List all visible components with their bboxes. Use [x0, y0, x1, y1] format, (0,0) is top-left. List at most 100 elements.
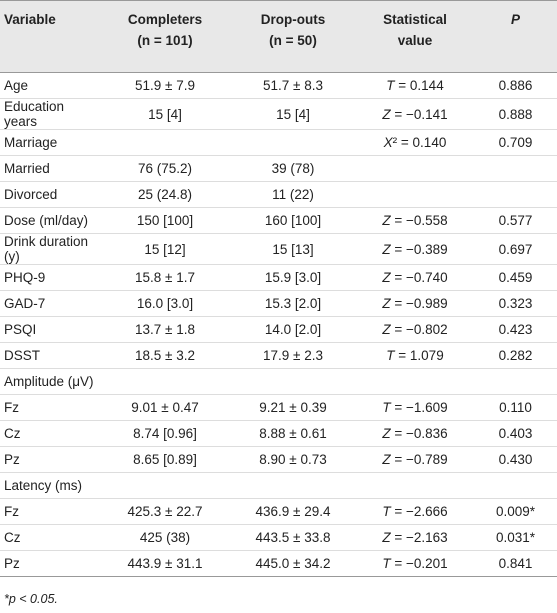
- table-cell: Education years: [0, 98, 100, 130]
- table-cell: 9.01 ± 0.47: [100, 394, 230, 421]
- table-row: Drink duration (y) 15 [12] 15 [13] Z = −0.3…: [0, 233, 557, 265]
- empty-cell: [230, 368, 356, 395]
- table-cell: Z = −0.789: [356, 446, 474, 473]
- table-row: Education years 15 [4] 15 [4] Z = −0.141 0.8…: [0, 98, 557, 130]
- table-cell: 160 [100]: [230, 207, 356, 234]
- table-cell: T = 0.144: [356, 72, 474, 99]
- table-cell: 425.3 ± 22.7: [100, 498, 230, 525]
- table-cell: Pz: [0, 446, 100, 473]
- header-cell: Completers (n = 101): [100, 0, 230, 73]
- table-cell: 445.0 ± 34.2: [230, 550, 356, 577]
- table-cell: 0.423: [474, 316, 557, 343]
- table-cell: X² = 0.140: [356, 129, 474, 156]
- table-cell: 9.21 ± 0.39: [230, 394, 356, 421]
- table-cell: Age: [0, 72, 100, 99]
- empty-cell: [100, 368, 230, 395]
- empty-cell: [356, 155, 474, 182]
- table-row: Divorced 25 (24.8) 11 (22): [0, 181, 557, 208]
- table-row: Fz 425.3 ± 22.7 436.9 ± 29.4 T = −2.666 0.00…: [0, 498, 557, 525]
- table-cell: Z = −0.389: [356, 233, 474, 265]
- table-cell: Married: [0, 155, 100, 182]
- table-cell: PHQ-9: [0, 264, 100, 291]
- table-row: PSQI 13.7 ± 1.8 14.0 [2.0] Z = −0.802 0.423: [0, 316, 557, 343]
- table-cell: Amplitude (μV): [0, 368, 100, 395]
- table-cell: 15 [4]: [230, 98, 356, 130]
- table-cell: 14.0 [2.0]: [230, 316, 356, 343]
- table-cell: T = −2.666: [356, 498, 474, 525]
- header-line: Completers: [127, 12, 203, 27]
- table-row: Pz 443.9 ± 31.1 445.0 ± 34.2 T = −0.201 0.84…: [0, 550, 557, 577]
- table-cell: Drink duration (y): [0, 233, 100, 265]
- table-cell: 16.0 [3.0]: [100, 290, 230, 317]
- table-row: PHQ-9 15.8 ± 1.7 15.9 [3.0] Z = −0.740 0.459: [0, 264, 557, 291]
- table-cell: T = 1.079: [356, 342, 474, 369]
- table-cell: Fz: [0, 498, 100, 525]
- table-cell: 8.65 [0.89]: [100, 446, 230, 473]
- table-cell: 13.7 ± 1.8: [100, 316, 230, 343]
- table-cell: T = −0.201: [356, 550, 474, 577]
- table-cell: 17.9 ± 2.3: [230, 342, 356, 369]
- table-cell: 443.5 ± 33.8: [230, 524, 356, 551]
- table-cell: 11 (22): [230, 181, 356, 208]
- table-cell: Cz: [0, 420, 100, 447]
- table-cell: 0.888: [474, 98, 557, 130]
- table-cell: T = −1.609: [356, 394, 474, 421]
- table-cell: PSQI: [0, 316, 100, 343]
- table-cell: 8.90 ± 0.73: [230, 446, 356, 473]
- table-cell: 0.430: [474, 446, 557, 473]
- header-cell: Statistical value: [356, 0, 474, 73]
- table-cell: Cz: [0, 524, 100, 551]
- table-row: Married 76 (75.2) 39 (78): [0, 155, 557, 182]
- header-line: (n = 50): [269, 33, 317, 48]
- table-cell: Z = −0.836: [356, 420, 474, 447]
- empty-cell: [474, 368, 557, 395]
- table-cell: 0.282: [474, 342, 557, 369]
- table-row: Fz 9.01 ± 0.47 9.21 ± 0.39 T = −1.609 0.110: [0, 394, 557, 421]
- table-cell: 425 (38): [100, 524, 230, 551]
- table-cell: 0.577: [474, 207, 557, 234]
- table-cell: 0.323: [474, 290, 557, 317]
- header-cell: Drop-outs (n = 50): [230, 0, 356, 73]
- empty-cell: [356, 472, 474, 499]
- table-cell: 51.7 ± 8.3: [230, 72, 356, 99]
- empty-cell: [100, 129, 230, 156]
- empty-cell: [356, 368, 474, 395]
- table-cell: 0.697: [474, 233, 557, 265]
- empty-cell: [356, 181, 474, 208]
- table-row: Marriage X² = 0.140 0.709: [0, 129, 557, 156]
- table-cell: 0.841: [474, 550, 557, 577]
- empty-cell: [100, 472, 230, 499]
- table-cell: 443.9 ± 31.1: [100, 550, 230, 577]
- table-row: Cz 425 (38) 443.5 ± 33.8 Z = −2.163 0.031*: [0, 524, 557, 551]
- table-cell: 76 (75.2): [100, 155, 230, 182]
- table-cell: Fz: [0, 394, 100, 421]
- table-cell: Z = −0.740: [356, 264, 474, 291]
- empty-cell: [474, 155, 557, 182]
- data-table: Variable Completers (n = 101) Drop-outs (n =…: [0, 0, 557, 577]
- table-cell: 8.74 [0.96]: [100, 420, 230, 447]
- table-cell: Dose (ml/day): [0, 207, 100, 234]
- table-cell: 0.110: [474, 394, 557, 421]
- table-cell: 150 [100]: [100, 207, 230, 234]
- table-cell: 39 (78): [230, 155, 356, 182]
- table-row: Latency (ms): [0, 472, 557, 499]
- table-cell: 15.3 [2.0]: [230, 290, 356, 317]
- table-row: Dose (ml/day) 150 [100] 160 [100] Z = −0.55…: [0, 207, 557, 234]
- table-row: Cz 8.74 [0.96] 8.88 ± 0.61 Z = −0.836 0.403: [0, 420, 557, 447]
- table-cell: 0.403: [474, 420, 557, 447]
- table-cell: Z = −2.163: [356, 524, 474, 551]
- table-cell: 18.5 ± 3.2: [100, 342, 230, 369]
- table-cell: 25 (24.8): [100, 181, 230, 208]
- table-cell: 0.886: [474, 72, 557, 99]
- table-cell: Z = −0.989: [356, 290, 474, 317]
- table-cell: 0.009*: [474, 498, 557, 525]
- table-row: Age 51.9 ± 7.9 51.7 ± 8.3 T = 0.144 0.886: [0, 72, 557, 99]
- table-cell: GAD-7: [0, 290, 100, 317]
- table-row: Pz 8.65 [0.89] 8.90 ± 0.73 Z = −0.789 0.430: [0, 446, 557, 473]
- empty-cell: [230, 472, 356, 499]
- header-line: (n = 101): [137, 33, 193, 48]
- table-cell: 15.9 [3.0]: [230, 264, 356, 291]
- footnote: *p < 0.05.: [4, 592, 58, 606]
- empty-cell: [474, 472, 557, 499]
- table-cell: Marriage: [0, 129, 100, 156]
